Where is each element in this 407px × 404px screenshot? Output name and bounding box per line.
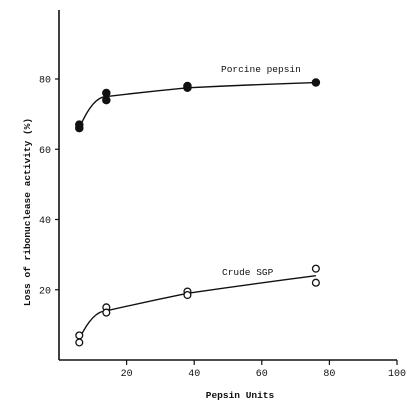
x-tick-label-1: 40 — [188, 369, 200, 380]
axes — [55, 10, 398, 365]
x-axis-title: Pepsin Units — [206, 390, 275, 401]
point-porcine-pepsin-6 — [311, 78, 321, 87]
series-label-porcine-pepsin: Porcine pepsin — [221, 64, 301, 75]
point-crude-sgp-7 — [311, 278, 320, 287]
y-tick-label-1: 40 — [39, 216, 51, 227]
point-porcine-pepsin-5 — [183, 83, 192, 93]
x-tick-label-0: 20 — [121, 369, 133, 380]
curves — [78, 81, 316, 340]
markers — [75, 78, 321, 347]
y-tick-label-2: 60 — [39, 146, 51, 157]
point-crude-sgp-6 — [311, 264, 320, 273]
y-tick-label-0: 20 — [39, 286, 51, 297]
x-tick-label-4: 100 — [388, 369, 406, 380]
x-tick-label-3: 80 — [323, 369, 335, 380]
curve-crude-sgp — [78, 275, 316, 340]
point-crude-sgp-3 — [102, 308, 111, 317]
y-axis-title: Loss of ribonuclease activity (%) — [22, 118, 33, 306]
point-porcine-pepsin-2 — [102, 88, 111, 98]
labels: 20 40 60 80 100 20 40 60 80 Pepsin Units Loss of r… — [22, 64, 406, 401]
point-crude-sgp-0 — [75, 331, 84, 340]
point-porcine-pepsin-3 — [102, 95, 111, 105]
curve-porcine-pepsin — [78, 81, 316, 129]
series-label-crude-sgp: Crude SGP — [222, 267, 274, 278]
point-porcine-pepsin-1 — [75, 123, 84, 133]
x-tick-label-2: 60 — [256, 369, 268, 380]
y-tick-label-3: 80 — [39, 76, 51, 87]
point-crude-sgp-1 — [75, 338, 84, 347]
point-crude-sgp-5 — [183, 290, 192, 300]
